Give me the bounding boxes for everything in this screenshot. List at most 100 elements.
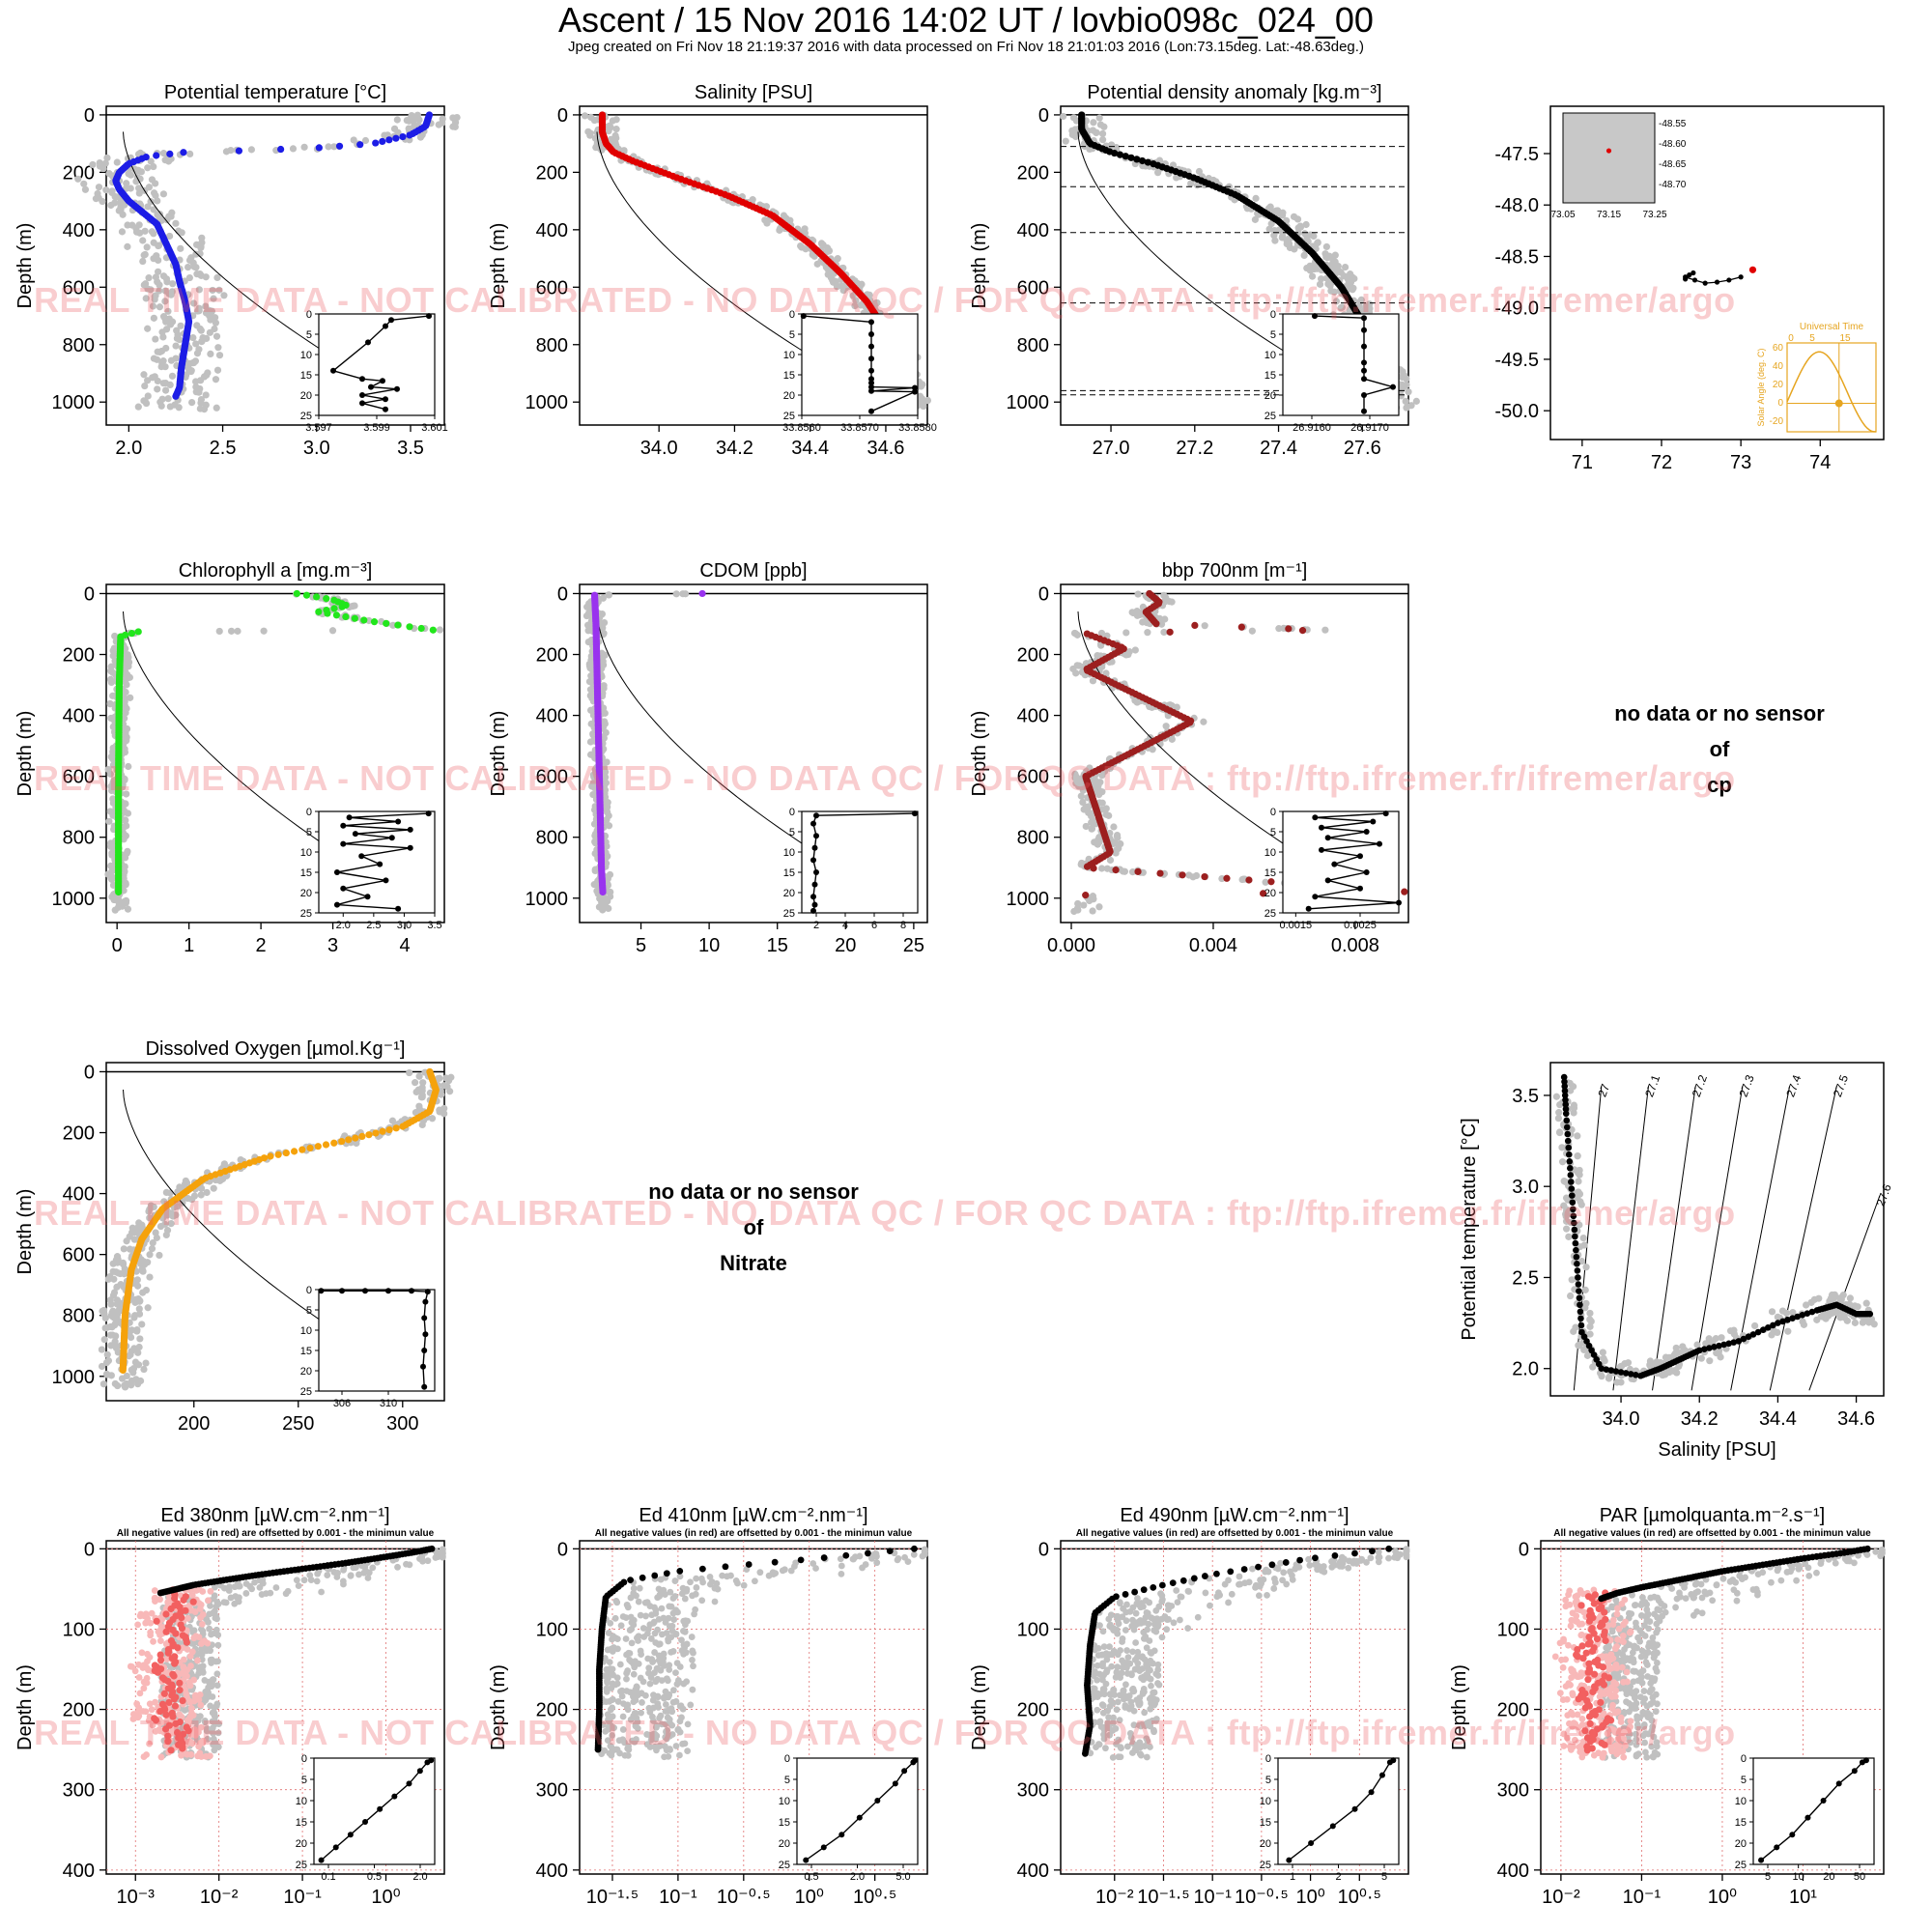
ts-point — [1574, 1261, 1580, 1267]
inset-point — [813, 869, 819, 875]
background-profile-point — [798, 243, 806, 251]
inset-point — [424, 1289, 431, 1295]
ts-point — [1568, 1179, 1575, 1185]
background-profile-point — [140, 1365, 148, 1374]
profile-point — [406, 623, 413, 631]
background-profile-point — [1095, 114, 1103, 122]
background-profile-point — [169, 1212, 177, 1220]
background-profile-point — [190, 299, 198, 307]
profile-point — [392, 134, 400, 142]
background-profile-point — [1131, 646, 1139, 654]
ts-point — [1568, 1185, 1576, 1192]
background-profile-point — [135, 1305, 143, 1313]
inset-y-tick-label: 5 — [306, 827, 312, 838]
background-profile-point — [819, 241, 827, 249]
background-profile-point — [207, 316, 214, 324]
profile-point — [356, 141, 364, 149]
background-profile-point — [106, 1272, 114, 1281]
background-profile-point — [89, 160, 97, 169]
ts-point — [1572, 1239, 1579, 1247]
background-profile-point — [134, 403, 142, 411]
inset-point — [421, 1315, 428, 1321]
inset-y-tick-label: 0 — [306, 807, 312, 818]
background-profile-point — [172, 219, 180, 227]
background-profile-point — [1144, 629, 1151, 637]
inset-frame — [801, 313, 919, 416]
profile-point — [1090, 865, 1097, 872]
background-profile-point — [165, 232, 174, 241]
profile-point — [1152, 620, 1160, 628]
background-profile-point — [124, 242, 131, 250]
ts-point — [1575, 1281, 1582, 1288]
background-profile-point — [144, 1259, 152, 1266]
background-profile-point — [780, 212, 788, 219]
background-profile-point — [98, 1346, 105, 1353]
y-tick-label: 1000 — [1007, 392, 1050, 413]
inset-x-tick-label: 33.8580 — [898, 422, 937, 434]
inset-point — [1357, 853, 1363, 860]
profile-point — [235, 147, 243, 155]
background-profile-point — [247, 146, 255, 154]
background-profile-point — [1185, 871, 1193, 879]
position-inset-frame — [1562, 112, 1656, 204]
background-profile-point — [156, 287, 163, 295]
inset-x-tick-label: 3.601 — [421, 422, 448, 434]
background-ts-point — [1717, 1353, 1724, 1361]
negative-offset-note: All negative values (in red) are offsett… — [117, 1528, 435, 1539]
background-profile-point — [605, 126, 612, 133]
inset-point — [1382, 810, 1389, 817]
inset-point — [868, 331, 874, 337]
inset-point — [359, 376, 365, 383]
profile-point — [399, 132, 407, 141]
background-profile-point — [601, 720, 609, 727]
profile-point — [1298, 627, 1307, 635]
y-tick-label: 600 — [536, 277, 568, 298]
inset-y-tick-label: 15 — [1264, 370, 1276, 382]
background-profile-point — [605, 822, 613, 830]
inset-point — [868, 319, 874, 326]
inset-frame — [801, 810, 919, 914]
background-profile-point — [393, 116, 401, 124]
inset-point — [426, 313, 432, 320]
background-profile-point — [123, 681, 130, 689]
background-profile-point — [212, 376, 220, 384]
inset-x-tick-label: 2.0 — [336, 920, 351, 931]
y-axis-label: Depth (m) — [969, 711, 990, 797]
profile-point — [277, 145, 285, 154]
panel-title: Dissolved Oxygen [µmol.Kg⁻¹] — [146, 1038, 406, 1060]
inset-y-tick-label: 10 — [300, 847, 312, 859]
background-profile-point — [142, 295, 150, 302]
background-profile-point — [1113, 846, 1121, 854]
background-profile-point — [145, 274, 153, 282]
background-profile-point — [585, 600, 593, 608]
inset-y-tick-label: 15 — [300, 370, 312, 382]
background-ts-point — [1624, 1359, 1633, 1367]
background-profile-point — [1412, 397, 1420, 405]
x-tick-label: 27.2 — [1176, 438, 1213, 459]
inset-point — [810, 857, 816, 864]
background-profile-point — [105, 170, 113, 178]
background-profile-point — [127, 1350, 134, 1358]
inset-point — [407, 826, 413, 833]
y-tick-label: 1000 — [52, 889, 96, 910]
background-profile-point — [1168, 598, 1176, 606]
solar-profile-point — [1834, 399, 1843, 408]
background-profile-point — [1238, 875, 1246, 884]
inset-point — [394, 385, 400, 392]
x-tick-label: 1 — [184, 935, 194, 956]
profile-point — [394, 621, 402, 629]
background-profile-point — [1098, 129, 1107, 138]
y-tick-label: 200 — [63, 1123, 95, 1145]
inset-x-tick-label: 306 — [333, 1398, 351, 1409]
x-tick-label: 73 — [1730, 452, 1751, 473]
position-inset-y-label: -48.55 — [1659, 119, 1687, 129]
panel-title: bbp 700nm [m⁻¹] — [1162, 560, 1308, 582]
background-profile-point — [227, 627, 236, 635]
background-profile-point — [177, 322, 185, 329]
background-ts-point — [1599, 1349, 1606, 1356]
inset-y-tick-label: 15 — [300, 1346, 312, 1357]
inset-x-tick-label: 2.5 — [366, 920, 381, 931]
inset-x-tick-label: 0.0015 — [1280, 920, 1313, 931]
y-tick-label: 200 — [63, 1700, 95, 1721]
background-profile-point — [916, 392, 924, 400]
